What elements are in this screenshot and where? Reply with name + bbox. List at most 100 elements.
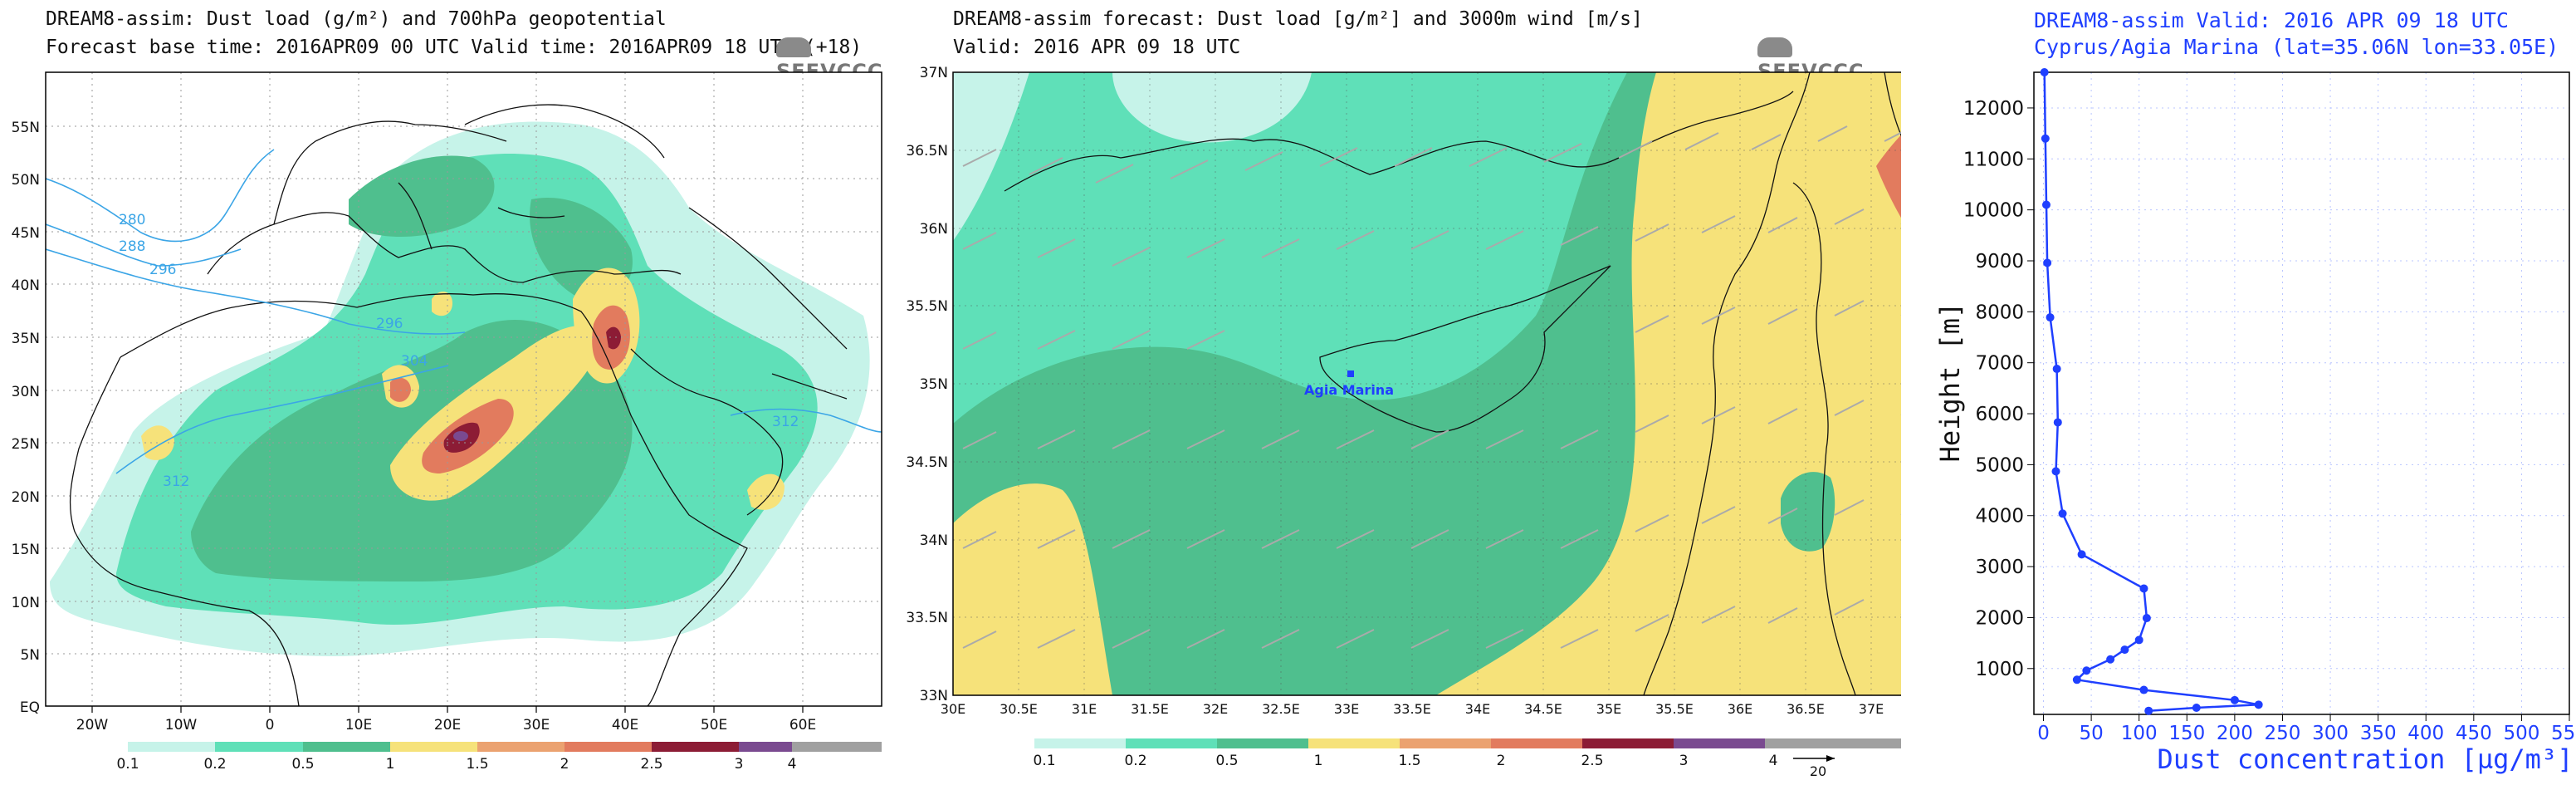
profile-point bbox=[2072, 675, 2081, 684]
contour-label: 312 bbox=[772, 414, 799, 430]
profile-point bbox=[2082, 666, 2091, 675]
colorbar-swatch bbox=[1217, 738, 1308, 748]
colorbar-label: 1.5 bbox=[1398, 753, 1420, 769]
lon-tick-label: 50E bbox=[701, 717, 727, 733]
x-tick-label: 0 bbox=[2037, 723, 2050, 744]
dust-area-light bbox=[953, 72, 1029, 241]
dust-profile-line bbox=[2043, 71, 2259, 712]
colorbar-swatch bbox=[1674, 738, 1765, 748]
profile-point bbox=[2051, 467, 2060, 476]
y-tick-label: 7000 bbox=[1975, 353, 2024, 375]
profile-point bbox=[2106, 655, 2115, 664]
lon-tick-label: 30.5E bbox=[1000, 701, 1038, 717]
colorbar-swatch bbox=[128, 742, 215, 752]
profile-point bbox=[2040, 68, 2049, 76]
colorbar-label: 0.1 bbox=[1033, 753, 1055, 769]
y-tick-label: 5000 bbox=[1975, 454, 2024, 476]
lon-tick-label: 20E bbox=[434, 717, 461, 733]
lon-tick-label: 33E bbox=[1334, 701, 1359, 717]
profile-point bbox=[2144, 706, 2153, 715]
x-tick-label: 550 bbox=[2551, 723, 2576, 744]
colorbar-label: 1 bbox=[386, 756, 395, 773]
colorbar-label: 0.5 bbox=[291, 756, 314, 773]
profile-title: DREAM8-assim Valid: 2016 APR 09 18 UTC bbox=[2034, 8, 2509, 32]
colorbar-label: 0.2 bbox=[1124, 753, 1146, 769]
profile-point bbox=[2046, 313, 2055, 322]
left-map-subtitle: Forecast base time: 2016APR09 00 UTC Val… bbox=[46, 37, 863, 58]
mid-colorbar bbox=[981, 738, 1901, 748]
lon-tick-label: 10E bbox=[345, 717, 372, 733]
colorbar-swatch bbox=[390, 742, 477, 752]
lon-tick-label: 33.5E bbox=[1393, 701, 1431, 717]
y-tick-label: 2000 bbox=[1975, 607, 2024, 629]
colorbar-label: 1 bbox=[1314, 753, 1323, 769]
lat-tick-label: 35N bbox=[920, 376, 948, 393]
mid-dust-map: Agia Marina 33N 33.5N 34N 34.5N 35N 35.5… bbox=[906, 65, 1901, 779]
coastline-levant bbox=[1643, 72, 1811, 695]
profile-point bbox=[2120, 645, 2129, 655]
wind-reference-arrow: 20 bbox=[1793, 755, 1835, 779]
lat-tick-label: 37N bbox=[920, 65, 948, 81]
x-tick-label: 400 bbox=[2407, 723, 2444, 744]
profile-point bbox=[2041, 134, 2050, 143]
colorbar-swatch bbox=[83, 742, 128, 752]
dust-area-yellow bbox=[953, 483, 1112, 695]
dust-area-orange bbox=[1876, 135, 1901, 218]
lat-tick-label: 50N bbox=[12, 172, 40, 189]
lon-tick-label: 40E bbox=[612, 717, 638, 733]
lat-tick-label: 15N bbox=[12, 542, 40, 558]
station-marker bbox=[1347, 370, 1354, 377]
wind-vectors bbox=[962, 125, 1901, 649]
lat-tick-label: 10N bbox=[12, 595, 40, 611]
colorbar-label: 2 bbox=[560, 756, 569, 773]
colorbar-swatch bbox=[1126, 738, 1217, 748]
colorbar-label: 0.5 bbox=[1215, 753, 1238, 769]
lon-tick-label: 30E bbox=[523, 717, 550, 733]
profile-point bbox=[2254, 700, 2263, 709]
y-tick-label: 8000 bbox=[1975, 302, 2024, 323]
x-tick-label: 450 bbox=[2456, 723, 2492, 744]
coastline-europe bbox=[207, 212, 682, 283]
y-axis-title: Height [m] bbox=[1934, 302, 1966, 463]
contour-label: 312 bbox=[163, 473, 189, 490]
colorbar-swatch bbox=[652, 742, 739, 752]
profile-point bbox=[2142, 614, 2151, 623]
dust-profile-chart: 0 50 100 150 200 250 300 350 400 450 500 550 1000 200… bbox=[1934, 68, 2576, 775]
lon-tick-label: 36.5E bbox=[1787, 701, 1825, 717]
y-tick-label: 11000 bbox=[1963, 149, 2024, 170]
left-dust-map: 280 288 296 296 304 312 312 EQ 5N 10N 15… bbox=[12, 71, 882, 773]
contour-label: 288 bbox=[119, 238, 145, 255]
colorbar-label: 0.1 bbox=[116, 756, 139, 773]
y-tick-label: 6000 bbox=[1975, 404, 2024, 425]
colorbar-swatch bbox=[1491, 738, 1582, 748]
wind-reference-label: 20 bbox=[1810, 763, 1826, 779]
profile-point bbox=[2041, 200, 2051, 209]
colorbar-swatch bbox=[1765, 738, 1901, 748]
left-colorbar bbox=[83, 742, 882, 752]
colorbar-swatch bbox=[792, 742, 882, 752]
coastline-africa bbox=[120, 293, 748, 706]
mid-map-title: DREAM8-assim forecast: Dust load [g/m²] … bbox=[953, 8, 1643, 30]
colorbar-label: 4 bbox=[1769, 753, 1778, 769]
y-tick-label: 3000 bbox=[1975, 557, 2024, 578]
y-tick-label: 9000 bbox=[1975, 251, 2024, 272]
x-tick-label: 250 bbox=[2265, 723, 2301, 744]
lat-tick-label: 33.5N bbox=[906, 610, 948, 626]
colorbar-swatch bbox=[739, 742, 792, 752]
cloud-icon bbox=[776, 37, 811, 57]
cloud-icon bbox=[1757, 37, 1792, 57]
profile-subtitle: Cyprus/Agia Marina (lat=35.06N lon=33.05… bbox=[2034, 35, 2559, 59]
colorbar-label: 4 bbox=[788, 756, 797, 773]
contour-label: 296 bbox=[149, 262, 176, 278]
contour-label: 304 bbox=[401, 353, 428, 370]
profile-point bbox=[2192, 704, 2201, 713]
lat-tick-label: 36N bbox=[920, 221, 948, 238]
lat-tick-label: 25N bbox=[12, 436, 40, 453]
profile-point bbox=[2053, 418, 2062, 427]
lat-tick-label: 45N bbox=[12, 225, 40, 242]
profile-point bbox=[2052, 365, 2061, 374]
colorbar-swatch bbox=[1034, 738, 1126, 748]
lon-tick-label: 30E bbox=[941, 701, 965, 717]
lat-tick-label: 33N bbox=[920, 688, 948, 704]
lat-tick-label: 36.5N bbox=[906, 143, 948, 159]
